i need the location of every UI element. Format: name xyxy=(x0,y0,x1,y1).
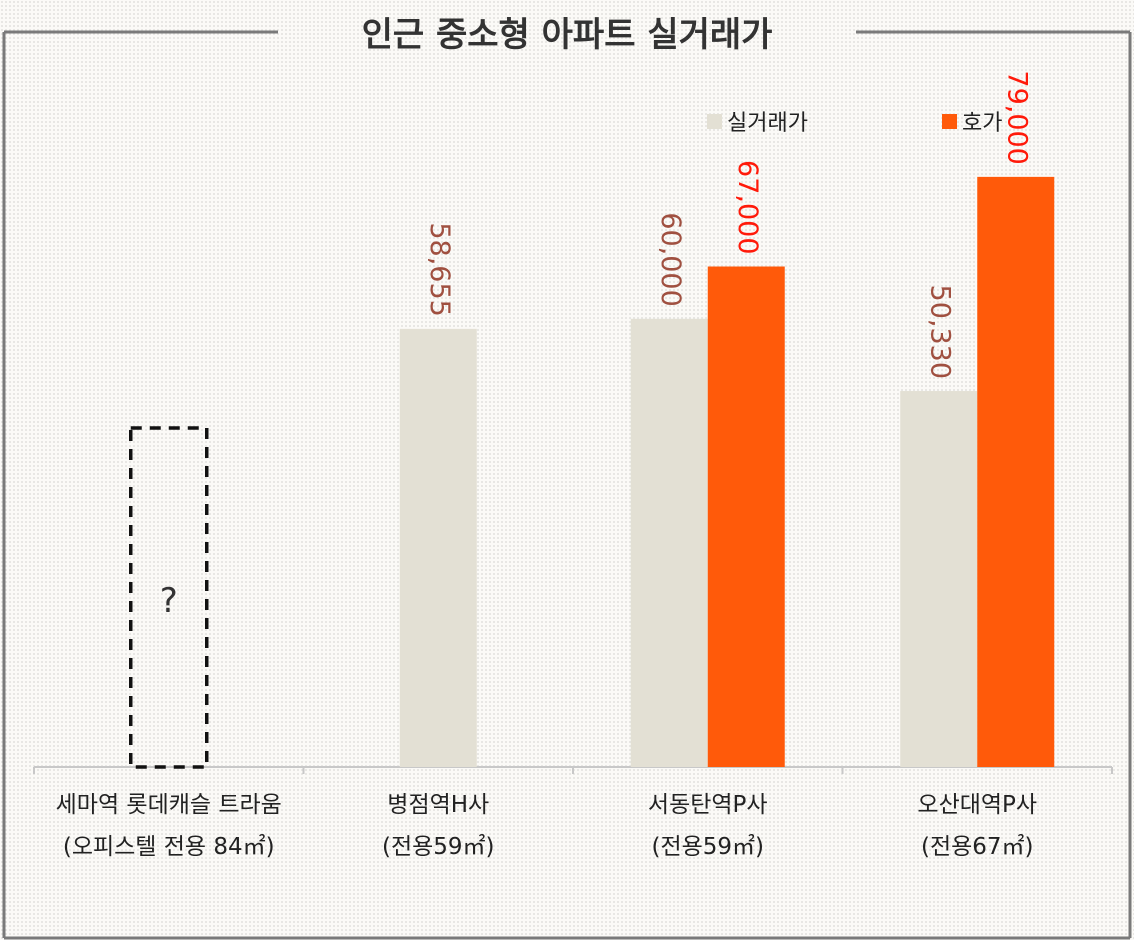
bar-actual xyxy=(900,391,978,767)
category-label: 병점역H사 xyxy=(387,792,489,818)
category-label: 오산대역P사 xyxy=(917,792,1037,818)
data-label: 67,000 xyxy=(732,160,763,254)
data-label: 58,655 xyxy=(424,222,455,316)
category-label: (오피스텔 전용 84㎡) xyxy=(63,834,275,860)
bar-actual xyxy=(630,318,708,767)
plot-area: 세마역 롯데캐슬 트라움 (오피스텔 전용 84㎡) 병점역H사 (전용59㎡) 서동탄… xyxy=(33,70,1113,860)
bar-actual xyxy=(399,328,477,767)
category-label: 세마역 롯데캐슬 트라움 xyxy=(56,792,282,818)
data-label: 60,000 xyxy=(655,212,686,306)
chart-title: 인근 중소형 아파트 실거래가 xyxy=(362,15,773,55)
chart-frame xyxy=(2,30,1132,940)
placeholder-mark: ? xyxy=(160,581,178,621)
category-label: 서동탄역P사 xyxy=(648,792,768,818)
legend-label-actual: 실거래가 xyxy=(727,111,808,136)
legend-swatch-actual xyxy=(707,114,722,129)
placeholder-box xyxy=(129,426,209,769)
bar-asking xyxy=(707,266,785,767)
category-label: (전용59㎡) xyxy=(382,834,495,860)
legend-swatch-asking xyxy=(942,114,957,129)
data-label: 79,000 xyxy=(1001,70,1032,164)
bar-asking xyxy=(977,176,1055,767)
data-label: 50,330 xyxy=(924,285,955,379)
legend: 실거래가 호가 xyxy=(707,111,1002,136)
category-label: (전용67㎡) xyxy=(921,834,1034,860)
category-label: (전용59㎡) xyxy=(651,834,764,860)
legend-label-asking: 호가 xyxy=(962,111,1002,136)
